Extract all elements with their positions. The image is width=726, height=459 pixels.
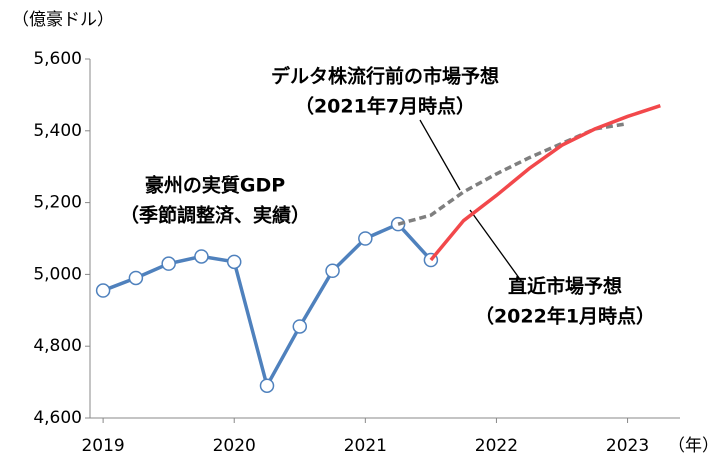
annotation: 豪州の実質GDP [145, 174, 285, 197]
annotation: デルタ株流行前の市場予想 [271, 65, 499, 88]
series-line [397, 121, 628, 226]
point-marker [226, 254, 242, 270]
x-tick-label: 2022 [475, 436, 518, 456]
y-tick-label: 4,800 [33, 336, 82, 356]
series-line [102, 222, 433, 391]
point-marker [292, 319, 308, 334]
x-tick-label: 2023 [606, 436, 649, 456]
leader-line [419, 119, 461, 191]
y-tick-label: 5,400 [33, 121, 82, 141]
point-marker [194, 249, 209, 264]
annotation: （2022年1月時点） [475, 305, 655, 328]
point-marker [161, 256, 176, 271]
point-marker [325, 263, 340, 279]
annotation: （2021年7月時点） [295, 95, 475, 118]
x-tick-label: 2019 [81, 436, 124, 456]
y-axis-label: （億豪ドル） [12, 9, 114, 30]
x-axis-label: （年） [668, 436, 719, 456]
y-tick-label: 5,200 [33, 193, 82, 213]
x-tick-label: 2020 [213, 436, 256, 456]
annotation: （季節調整済、実績） [120, 204, 310, 227]
series-line [429, 104, 661, 262]
point-marker [128, 270, 144, 286]
annotation: 直近市場予想 [508, 275, 622, 298]
point-marker [358, 231, 373, 246]
y-tick-label: 4,600 [33, 408, 82, 428]
point-marker [95, 283, 111, 298]
x-tick-label: 2021 [344, 436, 387, 456]
point-marker [259, 378, 275, 393]
y-tick-label: 5,600 [33, 49, 82, 69]
y-tick-label: 5,000 [33, 264, 82, 284]
leader-line [469, 209, 523, 283]
